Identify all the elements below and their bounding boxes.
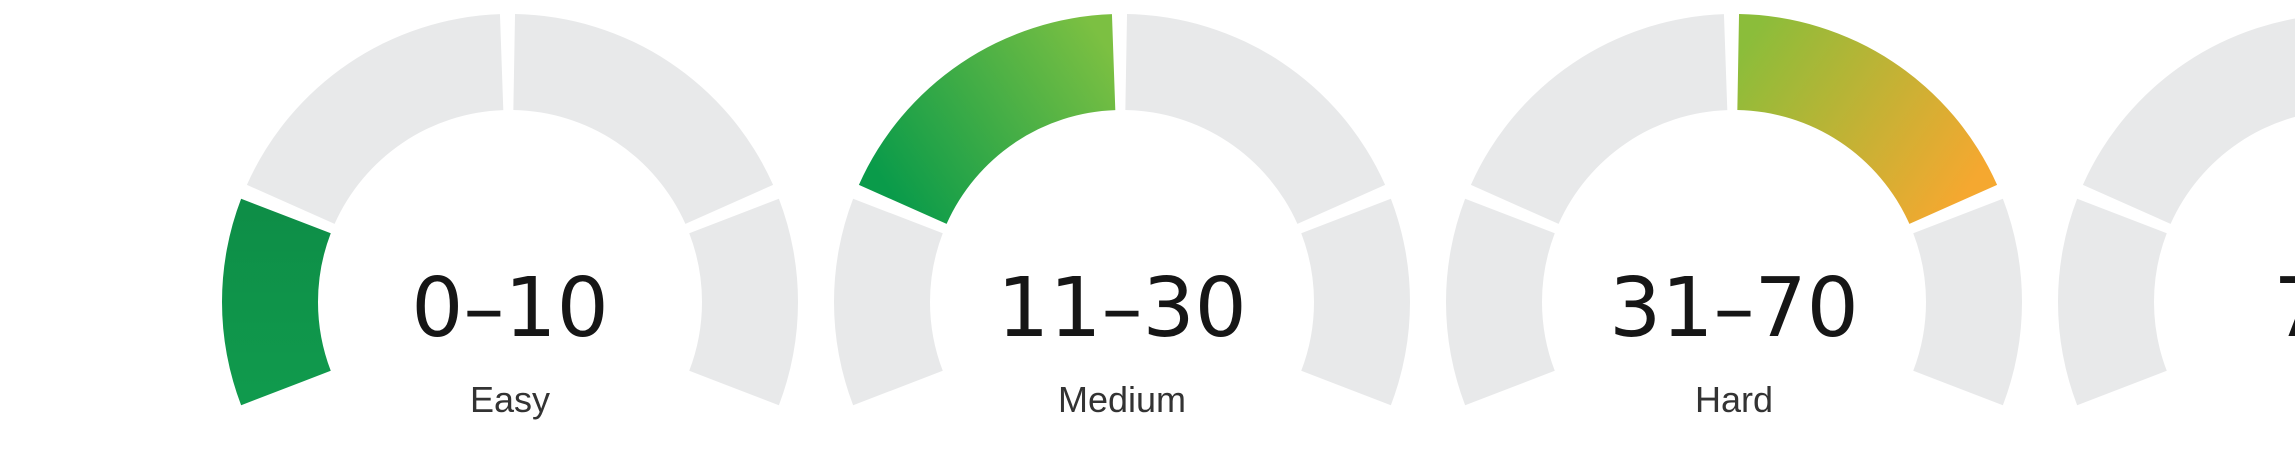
gauge-segment-active <box>858 14 1116 224</box>
gauge-range-value: 11–30 <box>997 261 1247 356</box>
gauge-segment <box>1301 198 1411 406</box>
gauge-segment <box>513 14 774 224</box>
gauge-segment <box>2058 198 2167 406</box>
gauge-segment-active <box>221 198 331 406</box>
gauge-segment <box>1445 198 1555 406</box>
gauge-range-value: 0–10 <box>411 261 609 356</box>
gauge-segment <box>1125 14 1386 224</box>
gauge-range-value: 71– <box>2273 261 2295 356</box>
gauge-segment <box>1470 14 1728 224</box>
gauge-range-value: 31–70 <box>1609 261 1859 356</box>
gauge-difficulty-label: Easy <box>470 379 550 420</box>
gauge-segment <box>246 14 504 224</box>
gauge-segment-active <box>1737 14 1998 224</box>
gauge-segment <box>689 198 798 406</box>
gauge-segment <box>2082 18 2295 224</box>
gauge-segment <box>833 198 943 406</box>
gauge-hard: 31–70 Hard <box>1445 14 2023 420</box>
gauge-easy: 0–10 Easy <box>221 14 798 420</box>
gauge-su: 71–Su <box>2058 18 2295 406</box>
gauge-difficulty-label: Medium <box>1058 379 1186 420</box>
gauge-medium: 11–30 Medium <box>833 14 1411 420</box>
gauge-difficulty-label: Hard <box>1695 379 1773 420</box>
gauge-segment <box>1913 198 2023 406</box>
